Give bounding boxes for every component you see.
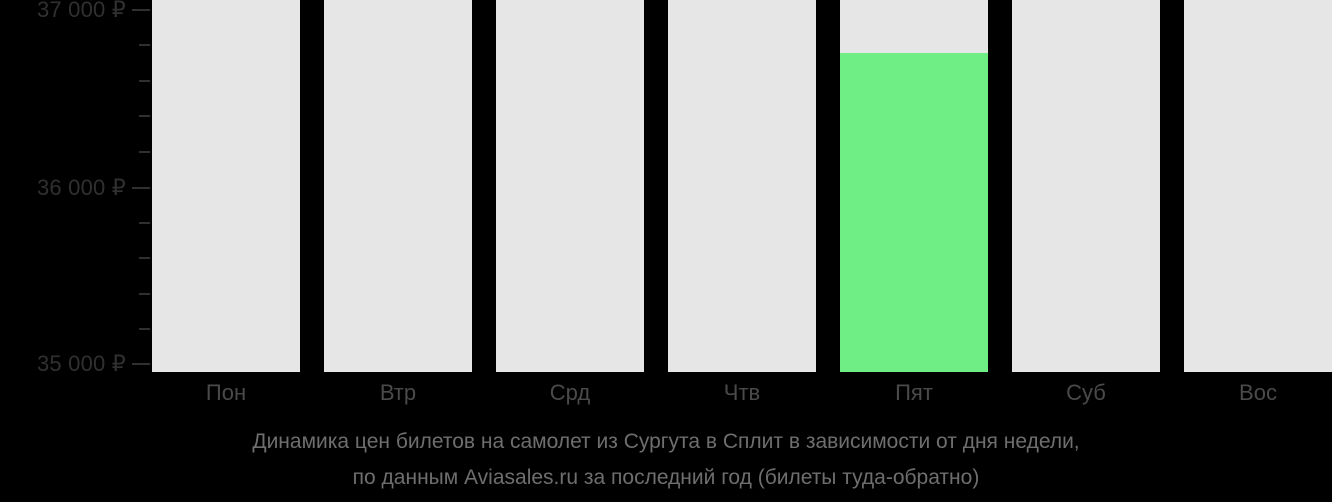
y-axis-tick-mark: [139, 293, 150, 295]
x-axis-category-label: Суб: [1066, 380, 1106, 405]
bar-fill-highlight: [840, 53, 988, 372]
chart-caption: Динамика цен билетов на самолет из Сургу…: [0, 424, 1332, 496]
bar-column[interactable]: [152, 0, 300, 372]
y-axis-tick-label: 37 000 ₽: [37, 0, 126, 22]
y-axis-tick-mark: [132, 363, 150, 365]
bar-track: [1012, 0, 1160, 372]
bar-column[interactable]: [1184, 0, 1332, 372]
y-axis-tick-mark: [139, 80, 150, 82]
bar-column[interactable]: [324, 0, 472, 372]
bar-series: [152, 0, 1332, 372]
x-axis-category-label: Втр: [379, 380, 417, 405]
bar-track: [324, 0, 472, 372]
y-axis-tick-mark: [139, 328, 150, 330]
y-axis-tick-label: 36 000 ₽: [37, 175, 126, 200]
y-axis-tick-mark: [132, 187, 150, 189]
x-axis-category-label: Срд: [549, 380, 591, 405]
plot-area: 37 000 ₽ 36 000 ₽ 35 000 ₽: [0, 0, 1332, 376]
bar-column[interactable]: [668, 0, 816, 372]
bar-column[interactable]: [1012, 0, 1160, 372]
x-axis-category-label: Чтв: [723, 380, 761, 405]
y-axis-tick-mark: [132, 9, 150, 11]
bar-track: [668, 0, 816, 372]
x-axis-category-label: Пят: [895, 380, 933, 405]
y-axis-tick-mark: [139, 222, 150, 224]
bar-column[interactable]: [840, 0, 988, 372]
y-axis-tick-label: 35 000 ₽: [37, 351, 126, 376]
y-axis-tick-mark: [139, 151, 150, 153]
x-axis-category-label: Вос: [1239, 380, 1277, 405]
caption-line-2: по данным Aviasales.ru за последний год …: [352, 466, 980, 489]
bar-track: [496, 0, 644, 372]
bar-column[interactable]: [496, 0, 644, 372]
y-axis-tick-mark: [139, 44, 150, 46]
bar-track: [152, 0, 300, 372]
bar-track: [1184, 0, 1332, 372]
y-axis-tick-mark: [139, 257, 150, 259]
caption-line-1: Динамика цен билетов на самолет из Сургу…: [252, 430, 1080, 453]
y-axis-tick-mark: [139, 115, 150, 117]
y-axis: 37 000 ₽ 36 000 ₽ 35 000 ₽: [0, 0, 150, 376]
x-axis-category-label: Пон: [205, 380, 247, 405]
x-axis: Пон Втр Срд Чтв Пят Суб Вос: [0, 372, 1332, 420]
